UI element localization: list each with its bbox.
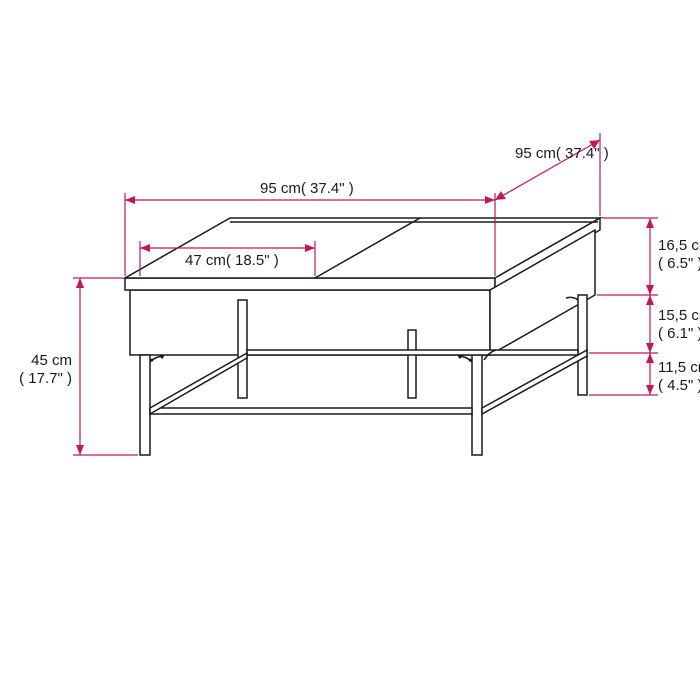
dim-leg-label-1: 11,5 cm bbox=[658, 359, 700, 376]
arrow-ll bbox=[140, 244, 150, 252]
tabletop-front-edge bbox=[125, 278, 495, 290]
arrow-t1 bbox=[646, 218, 654, 228]
stretcher-left bbox=[150, 353, 247, 414]
arrow-g2 bbox=[646, 385, 654, 395]
arrow-wl bbox=[125, 196, 135, 204]
leg-back-right bbox=[578, 295, 587, 395]
stretcher-front bbox=[150, 408, 472, 414]
bolt-fl2 bbox=[161, 356, 164, 359]
arrow-wr bbox=[485, 196, 495, 204]
arrow-g1 bbox=[646, 353, 654, 363]
leg-back-left bbox=[238, 300, 247, 398]
dim-h-label-2: ( 17.7" ) bbox=[19, 370, 72, 387]
dim-leg-label-2: ( 4.5" ) bbox=[658, 377, 700, 394]
bolt-fr1 bbox=[469, 359, 472, 362]
arrow-dl bbox=[495, 191, 506, 200]
arrow-m1 bbox=[646, 295, 654, 305]
dim-top-label-1: 16,5 cm bbox=[658, 237, 700, 254]
arrow-t2 bbox=[646, 285, 654, 295]
arrow-hb bbox=[76, 445, 84, 455]
dim-lift-label: 47 cm( 18.5" ) bbox=[185, 252, 279, 269]
dim-width-label: 95 cm( 37.4" ) bbox=[260, 180, 354, 197]
front-apron bbox=[130, 290, 490, 355]
dim-h-label-1: 45 cm bbox=[31, 352, 72, 369]
leg-front-left bbox=[140, 355, 150, 455]
dimension-diagram: 95 cm( 37.4" ) 95 cm( 37.4" ) 47 cm( 18.… bbox=[0, 0, 700, 700]
bolt-fr2 bbox=[459, 356, 462, 359]
leg-front-right bbox=[472, 355, 482, 455]
arrow-ht bbox=[76, 278, 84, 288]
dim-depth-label: 95 cm( 37.4" ) bbox=[515, 145, 609, 162]
dim-top-label-2: ( 6.5" ) bbox=[658, 255, 700, 272]
bolt-fl1 bbox=[151, 359, 154, 362]
stretcher-back bbox=[247, 350, 578, 355]
leg-mid-back bbox=[408, 330, 416, 398]
arrow-m2 bbox=[646, 343, 654, 353]
stretcher-right bbox=[482, 350, 587, 414]
dim-mid-label-2: ( 6.1" ) bbox=[658, 325, 700, 342]
dim-mid-label-1: 15,5 cm bbox=[658, 307, 700, 324]
